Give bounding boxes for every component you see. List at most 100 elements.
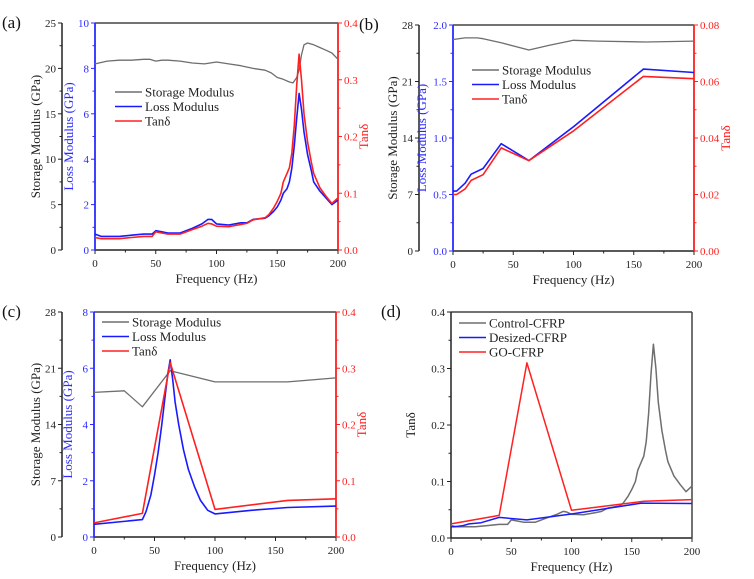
y-tick-label: 0.4 (431, 307, 445, 319)
storage-y-axis-label: Storage Modulus (GPa) (28, 363, 43, 487)
x-tick-label: 150 (626, 259, 643, 271)
storage-y-tick-label: 0 (51, 532, 57, 544)
legend-label: Tanδ (145, 114, 170, 129)
tan-y-tick-label: 0.02 (700, 190, 719, 202)
loss-y-axis-label: Loss Modulus (GPa) (414, 84, 429, 192)
series-line-tan- (94, 53, 339, 240)
series-line-storage-modulus (452, 37, 695, 51)
tan-y-tick-label: 0.2 (344, 132, 358, 144)
x-tick-label: 200 (330, 258, 347, 270)
x-tick-label: 0 (450, 259, 456, 271)
series-line-tan- (453, 75, 695, 196)
panel-label: (d) (381, 302, 401, 321)
storage-y-tick-label: 28 (45, 307, 57, 319)
x-tick-label: 200 (686, 259, 703, 271)
x-tick-label: 200 (684, 546, 701, 558)
series-line-storage-modulus (93, 370, 337, 408)
loss-y-tick-label: 4 (84, 154, 90, 166)
storage-y-tick-label: 5 (51, 200, 57, 212)
storage-y-tick-label: 0 (51, 245, 57, 257)
loss-y-tick-label: 0.0 (433, 246, 447, 258)
legend-label: Tanδ (502, 92, 527, 107)
series-line-loss-modulus (453, 68, 695, 192)
storage-y-tick-label: 7 (51, 476, 57, 488)
panel-label: (b) (359, 15, 379, 34)
legend-label: Control-CFRP (489, 316, 565, 331)
loss-y-tick-label: 2 (83, 476, 89, 488)
legend-label: Loss Modulus (145, 99, 219, 114)
chart-panel-d: (d) 0 50 100 150 200 Frequency (Hz) 0.0 0.1 0.2 0.… (381, 302, 701, 574)
tan-y-axis-label: Tanδ (718, 125, 733, 150)
storage-y-tick-label: 14 (402, 133, 414, 145)
loss-y-tick-label: 10 (78, 18, 90, 30)
x-axis-label: Frequency (Hz) (533, 272, 615, 287)
panel-label: (a) (2, 13, 21, 32)
series-line-control-cfrp (450, 343, 693, 528)
loss-y-tick-label: 6 (84, 109, 90, 121)
legend-label: Storage Modulus (502, 63, 591, 78)
loss-y-tick-label: 8 (84, 63, 90, 75)
series-line-tan- (93, 361, 337, 524)
loss-y-tick-label: 2 (84, 200, 90, 212)
legend-label: GO-CFRP (489, 345, 544, 360)
tan-y-tick-label: 0.1 (344, 188, 358, 200)
x-tick-label: 150 (624, 546, 641, 558)
tan-y-tick-label: 0.08 (700, 20, 720, 32)
legend-label: Desized-CFRP (489, 330, 567, 345)
x-tick-label: 0 (91, 545, 97, 557)
tan-y-tick-label: 0.04 (700, 133, 720, 145)
chart-panel-a: (a) 0 50 100 150 200 Frequency (Hz) 0 5 10 15 20 25 S… (2, 13, 371, 286)
tan-y-tick-label: 0.1 (342, 476, 356, 488)
loss-y-tick-label: 0.5 (433, 190, 447, 202)
tan-y-tick-label: 0.0 (344, 245, 358, 257)
series-line-loss-modulus (94, 92, 339, 238)
x-tick-label: 200 (328, 545, 345, 557)
y-axis-label: Tanδ (403, 412, 418, 437)
tan-y-tick-label: 0.06 (700, 77, 720, 89)
x-tick-label: 0 (92, 258, 98, 270)
loss-y-tick-label: 0 (83, 532, 89, 544)
x-tick-label: 150 (269, 258, 286, 270)
tan-y-tick-label: 0.3 (344, 75, 358, 87)
loss-y-tick-label: 6 (83, 363, 89, 375)
y-tick-label: 0.2 (431, 420, 445, 432)
loss-y-axis-label: Loss Modulus (GPa) (60, 370, 75, 478)
x-axis-label: Frequency (Hz) (176, 271, 258, 286)
storage-y-tick-label: 28 (402, 20, 414, 32)
storage-y-tick-label: 21 (402, 77, 413, 89)
legend-label: Storage Modulus (132, 315, 221, 330)
x-tick-label: 50 (150, 258, 162, 270)
series-line-storage-modulus (94, 42, 339, 84)
loss-y-tick-label: 1.5 (433, 77, 447, 89)
x-axis-label: Frequency (Hz) (531, 559, 613, 574)
x-tick-label: 0 (448, 546, 454, 558)
legend-label: Loss Modulus (502, 77, 576, 92)
tan-y-tick-label: 0.4 (342, 307, 356, 319)
storage-y-tick-label: 25 (45, 18, 57, 30)
chart-panel-b: (b) 0 50 100 150 200 Frequency (Hz) 0 7 14 21 28 Sto… (359, 15, 733, 287)
series-line-desized-cfrp (451, 502, 693, 528)
x-tick-label: 50 (149, 545, 161, 557)
legend-label: Loss Modulus (132, 329, 206, 344)
storage-y-tick-label: 14 (45, 420, 57, 432)
x-tick-label: 50 (506, 546, 518, 558)
y-tick-label: 0.1 (431, 477, 445, 489)
tan-y-axis-label: Tanδ (356, 124, 371, 149)
x-tick-label: 100 (208, 258, 225, 270)
y-tick-label: 0.0 (431, 533, 445, 545)
series-line-loss-modulus (93, 358, 337, 526)
loss-y-tick-label: 2.0 (433, 20, 447, 32)
tan-y-tick-label: 0.4 (344, 18, 358, 30)
x-tick-label: 100 (565, 259, 582, 271)
tan-y-axis-label: Tanδ (354, 412, 369, 437)
loss-y-tick-label: 8 (83, 307, 89, 319)
storage-y-tick-label: 15 (45, 109, 57, 121)
storage-y-tick-label: 20 (45, 63, 57, 75)
storage-y-tick-label: 0 (408, 246, 414, 258)
loss-y-tick-label: 4 (83, 420, 89, 432)
